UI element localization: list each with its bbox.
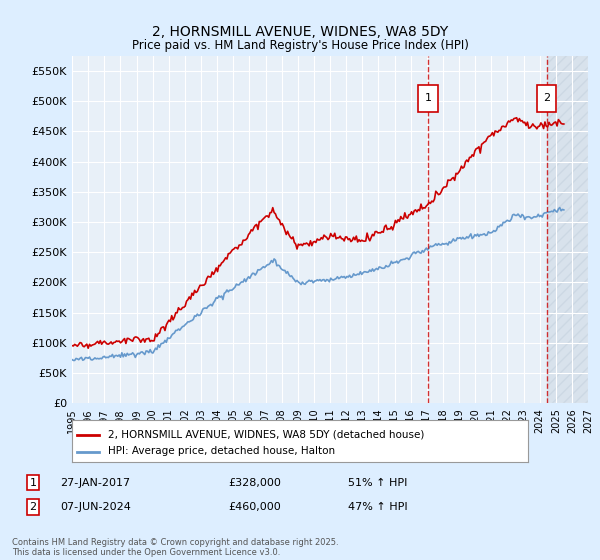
Bar xyxy=(547,56,588,403)
Text: 51% ↑ HPI: 51% ↑ HPI xyxy=(348,478,407,488)
Text: 2, HORNSMILL AVENUE, WIDNES, WA8 5DY (detached house): 2, HORNSMILL AVENUE, WIDNES, WA8 5DY (de… xyxy=(109,430,425,440)
Text: 1: 1 xyxy=(424,94,431,103)
Text: 1: 1 xyxy=(29,478,37,488)
Text: Price paid vs. HM Land Registry's House Price Index (HPI): Price paid vs. HM Land Registry's House … xyxy=(131,39,469,52)
Text: 07-JUN-2024: 07-JUN-2024 xyxy=(60,502,131,512)
Text: 27-JAN-2017: 27-JAN-2017 xyxy=(60,478,130,488)
Text: 47% ↑ HPI: 47% ↑ HPI xyxy=(348,502,407,512)
Text: 2, HORNSMILL AVENUE, WIDNES, WA8 5DY: 2, HORNSMILL AVENUE, WIDNES, WA8 5DY xyxy=(152,25,448,39)
Text: 2: 2 xyxy=(543,94,550,103)
FancyBboxPatch shape xyxy=(418,85,437,111)
Text: £460,000: £460,000 xyxy=(228,502,281,512)
Text: 2: 2 xyxy=(29,502,37,512)
Text: HPI: Average price, detached house, Halton: HPI: Average price, detached house, Halt… xyxy=(109,446,335,456)
Text: £328,000: £328,000 xyxy=(228,478,281,488)
Text: Contains HM Land Registry data © Crown copyright and database right 2025.
This d: Contains HM Land Registry data © Crown c… xyxy=(12,538,338,557)
FancyBboxPatch shape xyxy=(537,85,556,111)
